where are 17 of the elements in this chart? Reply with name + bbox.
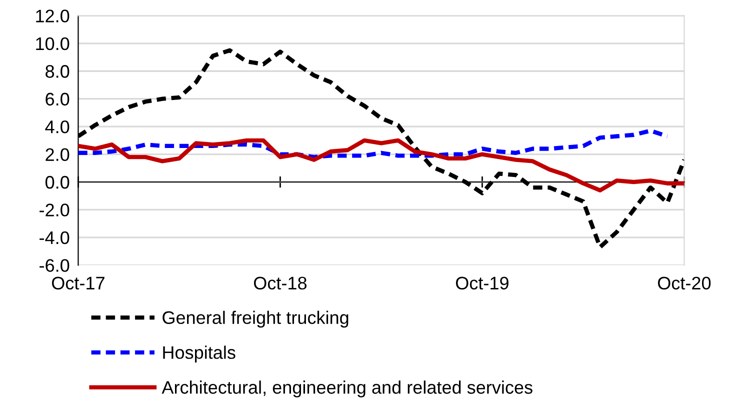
y-tick-label: 10.0 bbox=[36, 37, 70, 50]
y-tick-label: 2.0 bbox=[46, 148, 70, 161]
y-tick-label: 4.0 bbox=[45, 120, 70, 134]
x-tick-label: Oct-19 bbox=[456, 276, 508, 290]
legend-label: Hospitals bbox=[163, 346, 236, 362]
y-tick-label: 12.0 bbox=[36, 10, 70, 22]
legend-label: Architectural, engineering and related services bbox=[162, 380, 532, 398]
y-tick-label: 6.0 bbox=[46, 92, 70, 106]
y-tick-label: -4.0 bbox=[40, 231, 70, 244]
y-tick-label: 0.0 bbox=[45, 176, 70, 189]
x-tick-label: Oct-20 bbox=[658, 276, 711, 290]
y-tick-label: -6.0 bbox=[40, 259, 70, 272]
y-tick-label: -2.0 bbox=[40, 204, 70, 216]
y-tick-label: 8.0 bbox=[46, 65, 70, 78]
legend-label: General freight trucking bbox=[162, 310, 348, 328]
x-tick-label: Oct-18 bbox=[254, 276, 307, 290]
x-tick-label: Oct-17 bbox=[52, 276, 104, 290]
